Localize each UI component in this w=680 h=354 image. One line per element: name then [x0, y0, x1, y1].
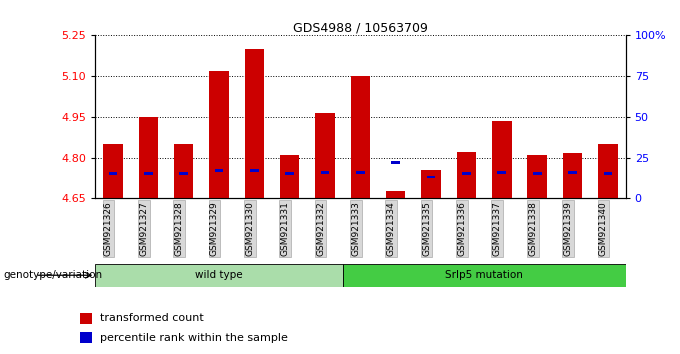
Text: GSM921331: GSM921331: [281, 201, 290, 256]
Bar: [286, 172, 294, 175]
Text: GSM921327: GSM921327: [139, 201, 148, 256]
Bar: [250, 169, 258, 172]
Text: transformed count: transformed count: [100, 313, 203, 323]
Bar: [209, 71, 228, 198]
Bar: [321, 171, 329, 173]
Text: Srlp5 mutation: Srlp5 mutation: [445, 270, 523, 280]
Bar: [462, 172, 471, 175]
Bar: [386, 192, 405, 198]
Bar: [427, 176, 435, 178]
Text: GSM921332: GSM921332: [316, 201, 325, 256]
Bar: [80, 313, 92, 324]
Bar: [351, 76, 370, 198]
Text: GSM921334: GSM921334: [387, 201, 396, 256]
Bar: [392, 161, 400, 164]
Bar: [215, 169, 223, 172]
Bar: [280, 155, 299, 198]
Bar: [604, 172, 612, 175]
Text: GSM921329: GSM921329: [210, 201, 219, 256]
Bar: [80, 332, 92, 343]
Bar: [245, 49, 264, 198]
Text: GSM921330: GSM921330: [245, 201, 254, 256]
Text: GSM921338: GSM921338: [528, 201, 537, 256]
Bar: [457, 152, 476, 198]
Text: GSM921328: GSM921328: [175, 201, 184, 256]
Text: GSM921336: GSM921336: [458, 201, 466, 256]
Text: GSM921326: GSM921326: [104, 201, 113, 256]
Bar: [343, 264, 626, 287]
Bar: [533, 172, 541, 175]
Text: wild type: wild type: [195, 270, 243, 280]
Title: GDS4988 / 10563709: GDS4988 / 10563709: [293, 21, 428, 34]
Bar: [492, 121, 511, 198]
Bar: [139, 117, 158, 198]
Bar: [598, 144, 617, 198]
Text: GSM921337: GSM921337: [493, 201, 502, 256]
Text: GSM921339: GSM921339: [564, 201, 573, 256]
Bar: [563, 153, 582, 198]
Bar: [109, 172, 117, 175]
Text: genotype/variation: genotype/variation: [3, 270, 103, 280]
Text: percentile rank within the sample: percentile rank within the sample: [100, 332, 288, 343]
Bar: [568, 171, 577, 173]
Bar: [174, 144, 193, 198]
Text: GSM921335: GSM921335: [422, 201, 431, 256]
Bar: [180, 172, 188, 175]
Text: GSM921340: GSM921340: [599, 201, 608, 256]
Text: GSM921333: GSM921333: [352, 201, 360, 256]
Bar: [528, 155, 547, 198]
Bar: [498, 171, 506, 173]
Bar: [316, 113, 335, 198]
Bar: [103, 144, 122, 198]
Bar: [422, 170, 441, 198]
Bar: [144, 172, 152, 175]
Bar: [356, 171, 364, 173]
Bar: [95, 264, 343, 287]
